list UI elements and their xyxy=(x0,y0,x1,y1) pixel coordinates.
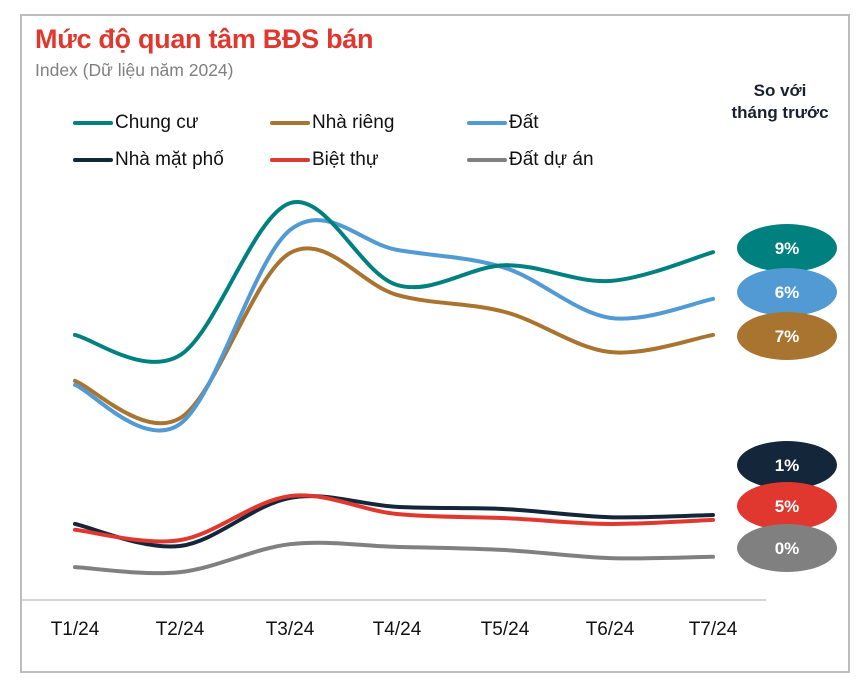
series-line-nha-mat-pho xyxy=(73,494,715,549)
legend-item-chung-cu: Chung cư xyxy=(73,112,199,134)
series-line-dat xyxy=(73,218,715,433)
legend-label: Đất dự án xyxy=(509,149,594,170)
legend-swatch xyxy=(467,121,507,125)
series-line-biet-thu xyxy=(73,493,715,544)
chart-frame xyxy=(20,14,850,673)
legend-label: Nhà riêng xyxy=(312,112,395,133)
change-badge-label: 5% xyxy=(775,497,800,516)
legend-swatch xyxy=(73,121,113,125)
x-tick-labels: T1/24 T2/24 T3/24 T4/24 T5/24 T6/24 T7/24 xyxy=(51,619,738,640)
x-tick-label: T1/24 xyxy=(51,619,100,640)
x-tick-label: T7/24 xyxy=(689,619,738,640)
legend-label: Chung cư xyxy=(115,112,199,133)
legend-label: Biệt thự xyxy=(312,149,379,170)
chart-subtitle: Index (Dữ liệu năm 2024) xyxy=(35,60,234,80)
legend-swatch xyxy=(73,158,113,162)
x-tick-label: T5/24 xyxy=(481,619,530,640)
legend-item-dat: Đất xyxy=(467,112,539,134)
change-badge-label: 1% xyxy=(775,456,800,475)
x-tick-label: T3/24 xyxy=(266,619,315,640)
chart-title: Mức độ quan tâm BĐS bán xyxy=(35,24,374,54)
x-tick-label: T2/24 xyxy=(156,619,205,640)
series-line-chung-cu xyxy=(73,200,715,364)
x-tick-label: T4/24 xyxy=(373,619,422,640)
legend-swatch xyxy=(270,158,310,162)
legend-label: Đất xyxy=(509,112,539,133)
change-badge-biet-thu xyxy=(737,482,837,530)
change-badges: 9% 6% 7% 1% 5% 0% xyxy=(737,224,837,572)
change-badge-label: 9% xyxy=(775,239,800,258)
legend-item-nha-mat-pho: Nhà mặt phố xyxy=(73,149,224,171)
series-lines xyxy=(73,200,715,576)
legend-item-dat-du-an: Đất dự án xyxy=(467,149,594,171)
change-badge-label: 0% xyxy=(775,539,800,558)
legend-swatch xyxy=(270,121,310,125)
legend-item-biet-thu: Biệt thự xyxy=(270,149,379,171)
x-tick-label: T6/24 xyxy=(586,619,635,640)
compare-header-line-2: tháng trước xyxy=(731,103,829,122)
legend-item-nha-rieng: Nhà riêng xyxy=(270,112,394,134)
legend-label: Nhà mặt phố xyxy=(115,149,224,170)
compare-header: So với tháng trước xyxy=(717,80,843,124)
change-badge-dat-du-an xyxy=(737,524,837,572)
series-line-nha-rieng xyxy=(73,246,715,426)
change-badge-chung-cu xyxy=(737,224,837,272)
compare-header-line-1: So với xyxy=(753,81,807,100)
change-badge-label: 7% xyxy=(775,327,800,346)
legend-swatch xyxy=(467,158,507,162)
change-badge-dat xyxy=(737,268,837,316)
change-badge-nha-mat-pho xyxy=(737,441,837,489)
change-badge-nha-rieng xyxy=(737,312,837,360)
change-badge-label: 6% xyxy=(775,283,800,302)
